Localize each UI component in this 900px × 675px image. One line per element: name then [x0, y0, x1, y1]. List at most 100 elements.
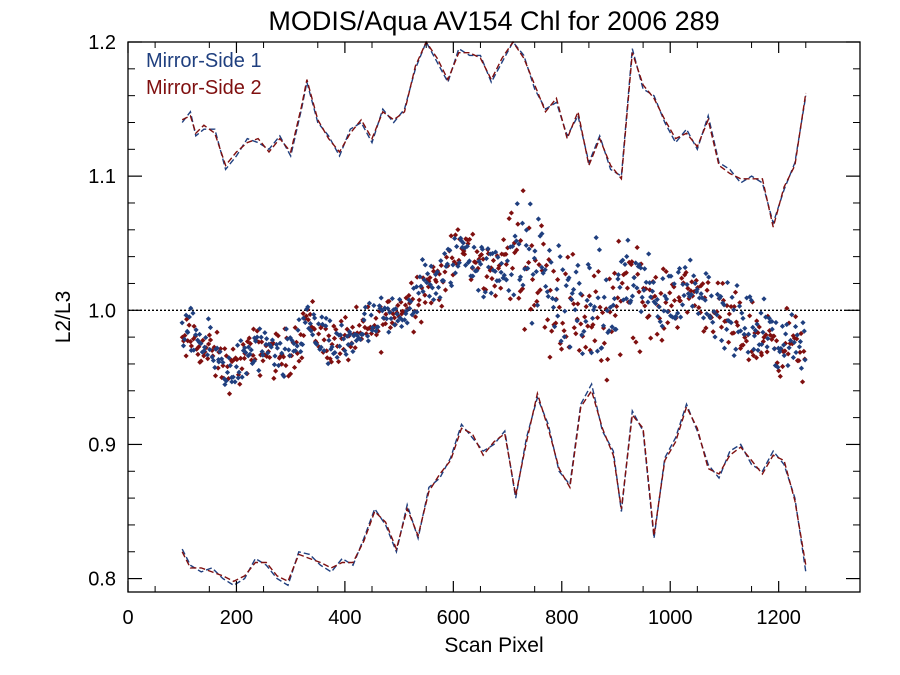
scatter-point-series-1	[714, 312, 720, 318]
scatter-point-series-2	[702, 295, 708, 301]
scatter-point-series-2	[661, 325, 667, 332]
scatter-point-series-2	[604, 377, 610, 383]
scatter-point-series-2	[703, 325, 709, 331]
scatter-point-series-1	[631, 274, 637, 281]
scatter-point-series-2	[715, 280, 721, 286]
scatter-point-series-1	[691, 273, 697, 279]
scatter-point-series-1	[440, 278, 447, 284]
scatter-point-series-2	[592, 338, 598, 344]
chart-title: MODIS/Aqua AV154 Chl for 2006 289	[268, 6, 719, 36]
scatter-point-series-1	[794, 332, 800, 338]
scatter-point-series-2	[412, 314, 419, 320]
scatter-point-series-1	[420, 288, 426, 295]
scatter-point-series-2	[194, 346, 200, 352]
scatter-point-series-1	[566, 275, 572, 281]
scatter-point-series-2	[755, 330, 761, 336]
scatter-point-series-1	[545, 293, 551, 300]
scatter-point-series-1	[781, 342, 787, 348]
scatter-point-series-1	[514, 201, 520, 207]
y-tick-label: 0.9	[88, 434, 116, 456]
scatter-point-series-1	[399, 323, 405, 330]
scatter-point-series-2	[550, 268, 557, 274]
scatter-point-series-2	[283, 362, 289, 369]
scatter-point-series-1	[443, 263, 449, 269]
scatter-point-series-2	[335, 359, 342, 365]
scatter-point-series-2	[543, 262, 550, 268]
scatter-point-series-1	[313, 341, 320, 347]
scatter-point-series-2	[448, 233, 454, 239]
scatter-point-series-1	[572, 307, 578, 313]
scatter-point-series-2	[565, 254, 571, 260]
scatter-point-series-2	[667, 290, 673, 296]
scatter-point-series-2	[682, 272, 688, 278]
scatter-point-series-1	[731, 352, 737, 359]
scatter-point-series-2	[549, 328, 555, 334]
scatter-point-series-1	[223, 378, 229, 384]
scatter-point-series-2	[634, 244, 640, 251]
scatter-point-series-1	[660, 275, 666, 282]
scatter-point-series-1	[539, 231, 545, 237]
scatter-point-series-1	[362, 304, 369, 310]
scatter-point-series-2	[481, 286, 487, 292]
scatter-point-series-2	[324, 355, 330, 361]
scatter-point-series-1	[791, 339, 797, 345]
scatter-point-series-2	[696, 304, 702, 311]
scatter-point-series-1	[728, 320, 734, 326]
scatter-point-series-1	[771, 346, 777, 352]
scatter-points-layer	[179, 188, 808, 397]
scatter-point-series-1	[583, 318, 589, 325]
scatter-point-series-1	[341, 336, 347, 342]
scatter-point-series-2	[259, 339, 265, 345]
scatter-point-series-2	[710, 329, 716, 335]
scatter-point-series-2	[767, 332, 773, 338]
scatter-point-series-2	[442, 269, 448, 275]
scatter-point-series-1	[397, 296, 403, 303]
scatter-point-series-2	[503, 251, 509, 257]
scatter-point-series-2	[545, 317, 551, 323]
scatter-point-series-2	[537, 287, 543, 293]
scatter-point-series-2	[514, 247, 520, 253]
scatter-point-series-1	[797, 339, 804, 345]
scatter-point-series-1	[624, 253, 630, 260]
scatter-point-series-1	[386, 329, 392, 335]
legend-entry-mirror-side-1: Mirror-Side 1	[146, 50, 262, 72]
scatter-point-series-1	[296, 317, 302, 323]
scatter-point-series-1	[304, 306, 310, 312]
scatter-point-series-2	[644, 314, 651, 321]
scatter-point-series-2	[490, 257, 497, 264]
scatter-point-series-2	[786, 320, 792, 326]
scatter-point-series-1	[603, 277, 609, 283]
scatter-point-series-1	[369, 327, 375, 334]
scatter-point-series-1	[302, 319, 308, 326]
scatter-point-series-2	[586, 293, 592, 299]
scatter-point-series-2	[714, 309, 720, 315]
scatter-point-series-2	[629, 259, 635, 265]
scatter-point-series-2	[195, 351, 201, 357]
scatter-point-series-1	[492, 268, 498, 275]
scatter-point-series-1	[568, 296, 575, 302]
scatter-point-series-1	[724, 279, 731, 286]
scatter-point-series-2	[509, 265, 516, 271]
scatter-point-series-1	[217, 349, 223, 355]
scatter-point-series-2	[576, 347, 582, 354]
scatter-point-series-1	[265, 350, 271, 356]
scatter-point-series-1	[207, 346, 213, 353]
scatter-point-series-1	[589, 315, 596, 321]
scatter-point-series-2	[240, 341, 246, 348]
scatter-point-series-1	[615, 276, 621, 282]
scatter-point-series-1	[663, 296, 670, 302]
scatter-point-series-1	[643, 279, 649, 285]
scatter-point-series-1	[312, 315, 318, 321]
scatter-point-series-2	[299, 355, 305, 361]
scatter-point-series-1	[361, 311, 368, 317]
scatter-point-series-2	[496, 262, 502, 269]
scatter-point-series-2	[215, 365, 221, 371]
scatter-point-series-1	[193, 332, 199, 338]
scatter-point-series-2	[529, 276, 536, 283]
scatter-point-series-2	[212, 373, 219, 379]
scatter-point-series-1	[258, 334, 264, 340]
scatter-point-series-2	[480, 256, 486, 262]
scatter-point-series-1	[779, 323, 786, 329]
scatter-point-series-2	[612, 312, 618, 319]
